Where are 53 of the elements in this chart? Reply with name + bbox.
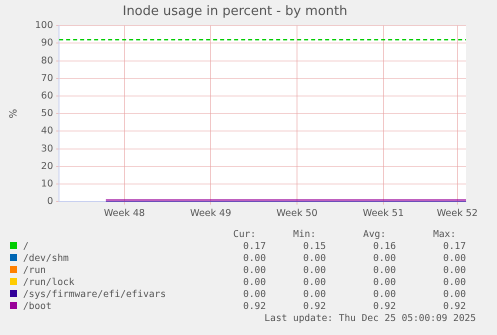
x-tick-label: Week 48 (104, 208, 145, 219)
text: 0.17 (442, 241, 466, 253)
text: 0.00 (372, 277, 396, 289)
y-tick-label: 100 (34, 20, 54, 32)
text: 0.00 (242, 289, 266, 301)
text: 0.00 (372, 265, 396, 277)
y-axis-title: % (8, 108, 20, 118)
text: 0.00 (302, 289, 326, 301)
y-tick-label: 60 (41, 90, 54, 102)
y-tick-label: 20 (41, 160, 54, 172)
text: 0.00 (242, 253, 266, 265)
text: 0.00 (442, 289, 466, 301)
y-tick-label: 0 (47, 196, 54, 208)
text: 0.16 (372, 241, 396, 253)
text: 0.17 (242, 241, 266, 253)
y-tick-label: 40 (41, 126, 54, 137)
legend-label: /boot (23, 301, 52, 312)
y-tick-label: 50 (41, 108, 54, 120)
y-tick-label: 80 (41, 55, 54, 66)
text: 0.00 (372, 289, 396, 301)
text: 0.00 (302, 253, 326, 265)
legend-label: /dev/shm (23, 253, 69, 264)
text: 0.92 (442, 301, 466, 313)
text: 0.92 (302, 301, 326, 313)
legend-label: /run (23, 265, 46, 276)
y-tick-label: 90 (41, 38, 54, 49)
text: 0.00 (242, 277, 266, 289)
text: 0.00 (242, 265, 266, 277)
x-tick-label: Week 51 (362, 208, 404, 219)
text: 0.00 (442, 253, 466, 265)
legend-label: /sys/firmware/efi/efivars (23, 289, 166, 300)
y-tick-label: 10 (41, 178, 54, 190)
text: Min: (292, 229, 316, 241)
text: Last update: Thu Dec 25 05:00:09 2025 (263, 313, 477, 325)
x-tick-label: Week 50 (276, 208, 318, 219)
x-tick-label: Week 49 (190, 208, 232, 219)
text: 0.92 (372, 301, 396, 313)
text: 0.00 (442, 265, 466, 277)
text: 0.15 (302, 241, 326, 253)
text: 0.92 (242, 301, 266, 313)
chart-title: Inode usage in percent - by month (122, 4, 348, 20)
x-tick-label: Week 52 (436, 208, 478, 219)
legend-label: /run/lock (23, 277, 74, 288)
y-tick-label: 70 (41, 72, 54, 84)
text: Max: (432, 229, 456, 241)
text: 0.00 (302, 265, 326, 277)
y-tick-label: 30 (41, 143, 54, 154)
text: Cur: (232, 229, 256, 241)
text: 0.00 (302, 277, 326, 289)
text: 0.00 (372, 253, 396, 265)
legend-label: / (23, 241, 29, 252)
text: Avg: (362, 229, 386, 241)
text: 0.00 (442, 277, 466, 289)
